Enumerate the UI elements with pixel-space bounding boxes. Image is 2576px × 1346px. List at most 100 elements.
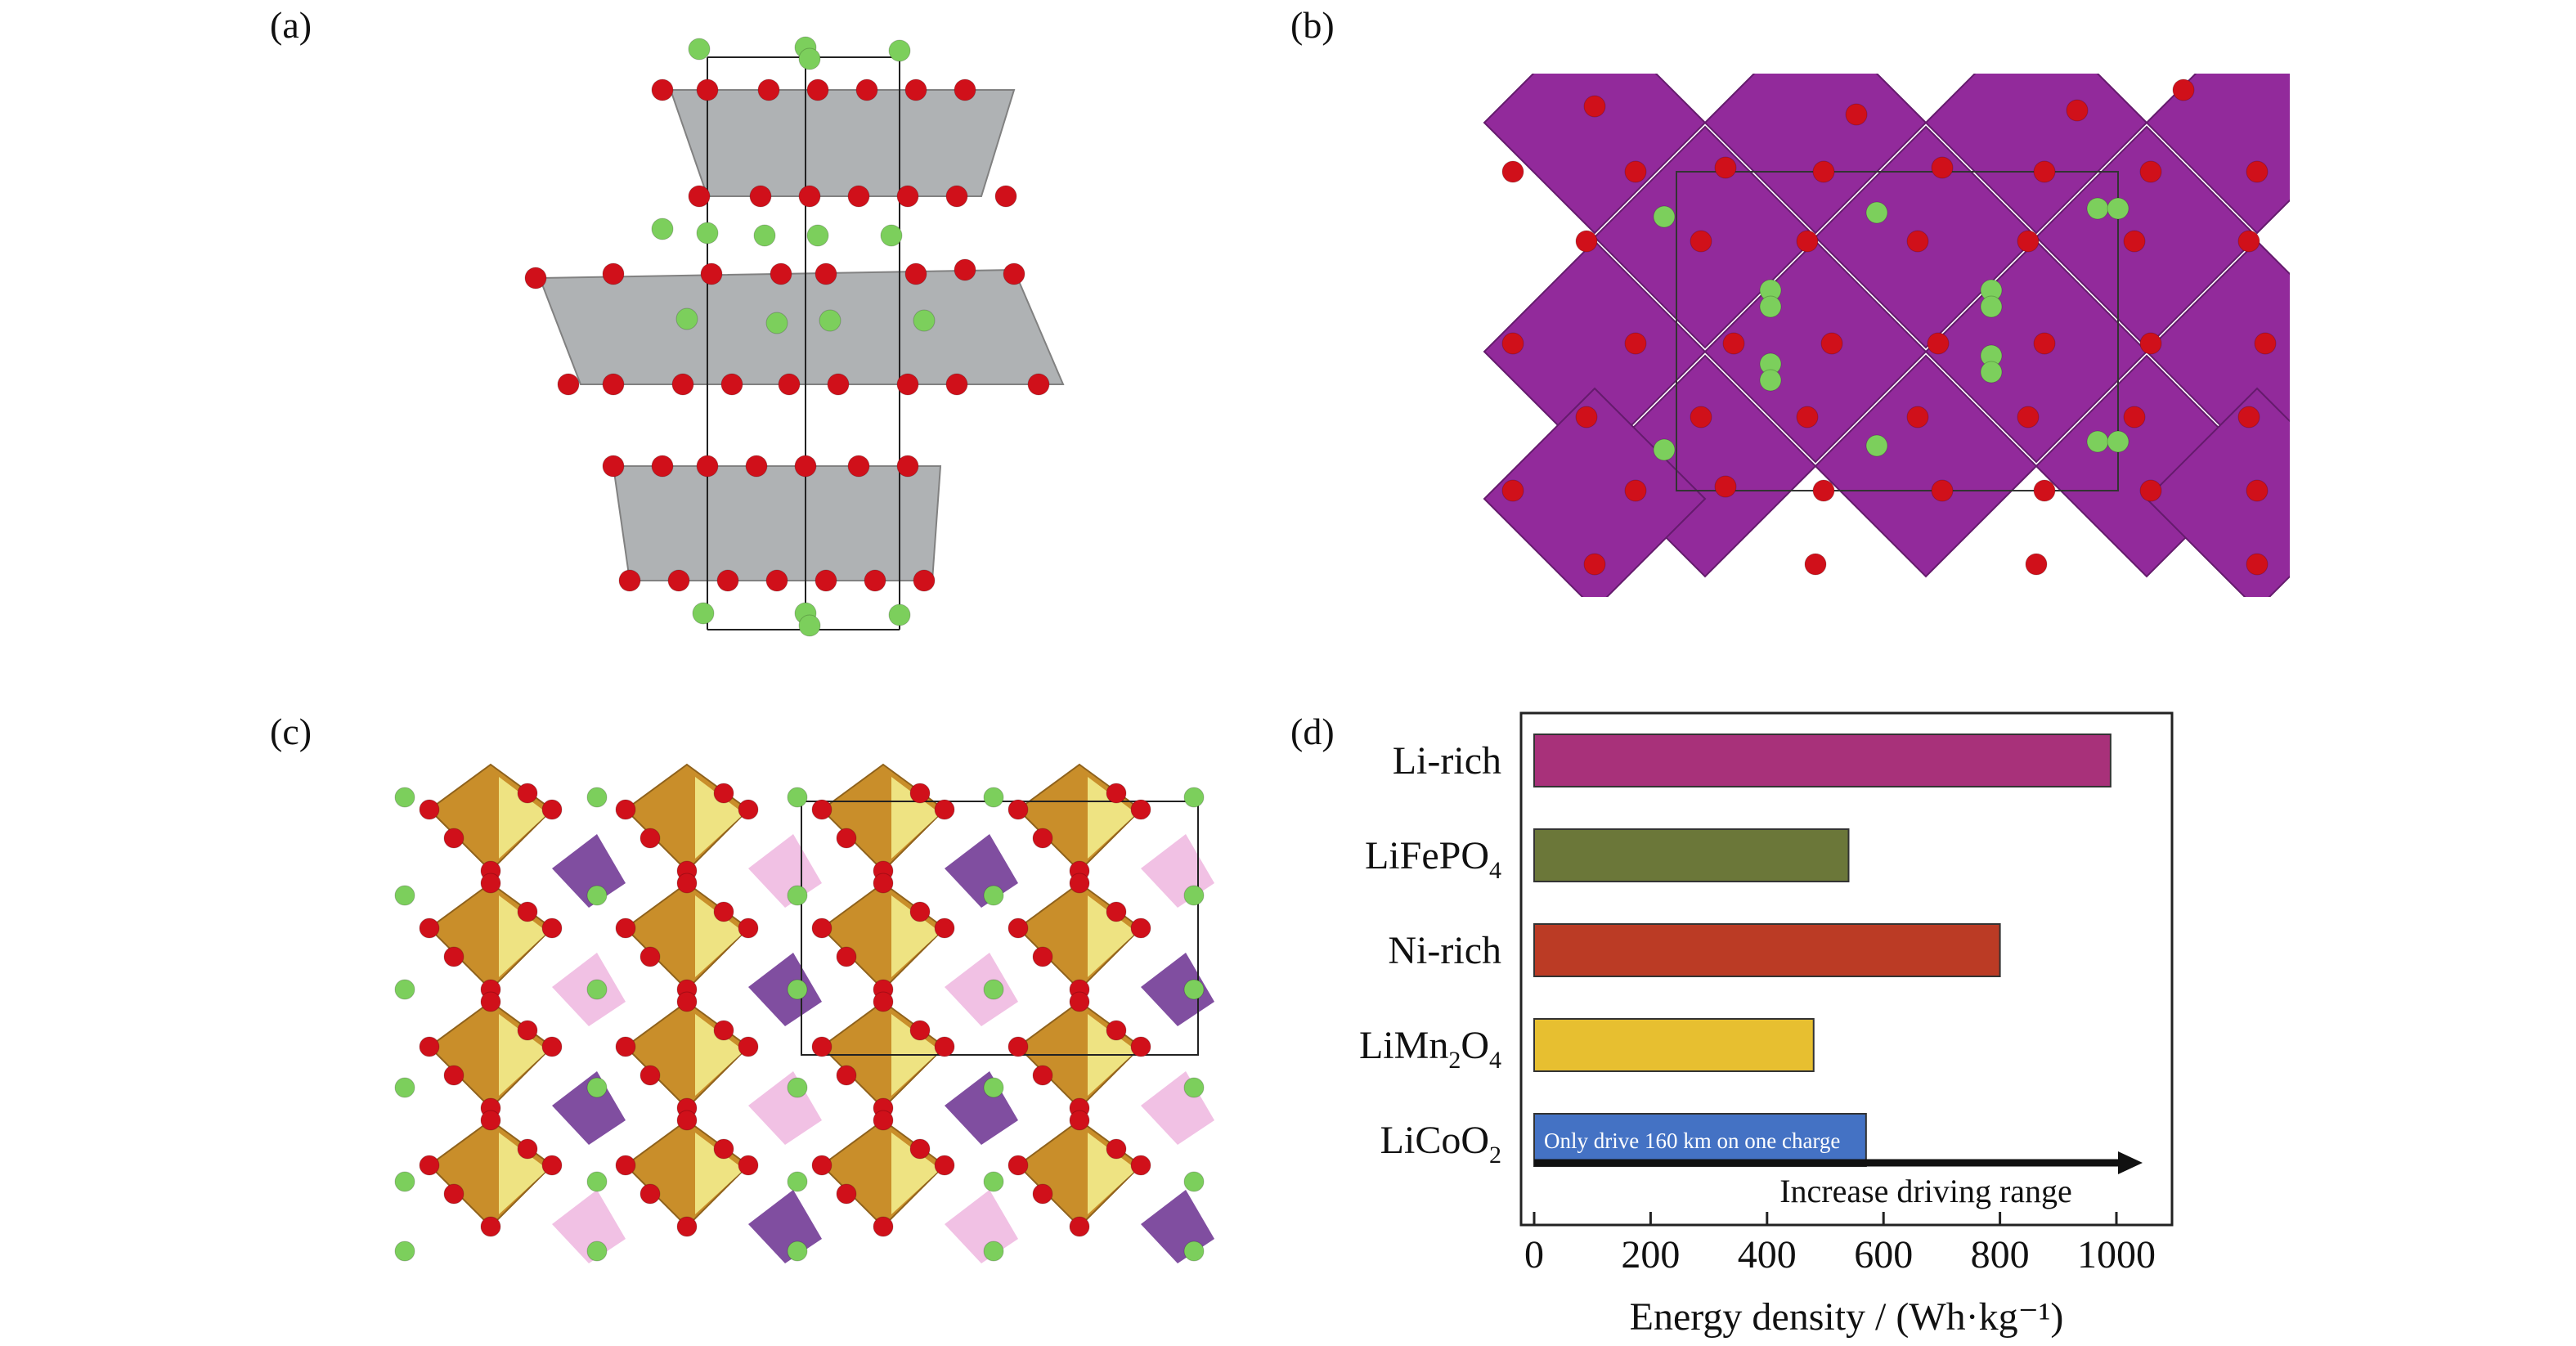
oxygen-atom <box>541 918 563 939</box>
olivine-structure-panel <box>376 760 1235 1284</box>
mno6-octahedron <box>1483 387 1707 597</box>
oxygen-atom <box>836 1065 857 1086</box>
oxygen-atom <box>778 373 801 396</box>
oxygen-atom <box>896 455 919 478</box>
lithium-atom <box>394 787 415 808</box>
oxygen-atoms <box>1501 79 2277 576</box>
lithium-atom <box>586 1171 608 1192</box>
oxygen-atom <box>2172 79 2195 101</box>
lithium-atom <box>2107 430 2129 453</box>
oxygen-atom <box>794 455 817 478</box>
oxygen-atom <box>1690 406 1712 428</box>
oxygen-atom <box>676 1110 698 1131</box>
oxygen-atom <box>688 185 711 208</box>
oxygen-atom <box>640 828 661 849</box>
oxygen-atom <box>745 455 768 478</box>
lithium-atom <box>1183 1077 1205 1098</box>
octahedron-face <box>1088 1133 1137 1214</box>
oxygen-atom <box>1820 332 1843 355</box>
oxygen-atom <box>443 828 464 849</box>
oxygen-atom <box>1130 918 1151 939</box>
oxygen-atom <box>1690 230 1712 253</box>
lithium-atom <box>787 885 808 906</box>
oxygen-atom <box>419 1036 440 1057</box>
oxygen-atom <box>738 1036 759 1057</box>
oxygen-atom <box>896 185 919 208</box>
oxygen-atom <box>602 373 625 396</box>
oxygen-atom <box>517 901 538 922</box>
oxygen-atom <box>541 1036 563 1057</box>
oxygen-atom <box>2139 160 2162 183</box>
oxygen-atom <box>2246 479 2269 502</box>
oxygen-atom <box>1008 918 1029 939</box>
oxygen-atom <box>419 918 440 939</box>
oxygen-atom <box>1130 799 1151 820</box>
olivine-structure-image <box>394 763 1214 1263</box>
driving-range-arrow <box>1534 1151 2143 1174</box>
oxygen-atom <box>934 1036 955 1057</box>
lithium-atoms <box>394 787 1205 1262</box>
panel-label-a: (a) <box>270 4 312 46</box>
oxygen-atom <box>517 783 538 804</box>
energy-density-chart-svg: Li-rich LiFePO4 Ni-rich LiMn2O4 LiCoO2 0 200 4… <box>1359 711 2174 1339</box>
lithium-atom <box>1653 438 1676 461</box>
oxygen-atom <box>676 1216 698 1237</box>
oxygen-atom <box>541 799 563 820</box>
mno6-octahedron <box>1703 74 1928 235</box>
lithium-atom <box>586 979 608 1000</box>
oxygen-atom <box>1069 1110 1090 1131</box>
oxygen-atom <box>2033 332 2056 355</box>
oxygen-atom <box>873 1110 894 1131</box>
oxygen-atom <box>713 1138 734 1160</box>
oxygen-atom <box>904 79 927 101</box>
oxygen-atom <box>738 918 759 939</box>
oxygen-atom <box>443 946 464 967</box>
oxygen-atom <box>945 373 968 396</box>
oxygen-atom <box>1624 160 1647 183</box>
oxygen-atom <box>770 262 792 285</box>
oxygen-atom <box>1106 783 1127 804</box>
oxygen-atom <box>676 873 698 894</box>
oxygen-atom <box>640 946 661 967</box>
x-tick-label: 200 <box>1621 1233 1680 1276</box>
oxygen-atom <box>2066 99 2089 122</box>
oxygen-atom <box>2237 230 2260 253</box>
po4-tetrahedron <box>748 953 822 1026</box>
panel-label-c: (c) <box>270 711 312 752</box>
oxygen-atom <box>1931 156 1954 179</box>
oxygen-atom <box>1008 799 1029 820</box>
octahedron-face <box>891 1133 940 1214</box>
lithium-atom <box>586 1241 608 1262</box>
po4-tetrahedron <box>945 953 1018 1026</box>
oxygen-atom <box>811 918 832 939</box>
oxygen-atom <box>1032 1183 1053 1205</box>
octahedron-face <box>891 777 940 859</box>
oxygen-atom <box>1501 479 1524 502</box>
lithium-atom <box>1653 205 1676 228</box>
oxygen-atom <box>2033 160 2056 183</box>
octahedron-face <box>695 1014 744 1096</box>
bar-ni-rich <box>1533 923 2001 977</box>
lithium-atom <box>394 1171 415 1192</box>
category-label: Li-rich <box>1393 739 1501 783</box>
oxygen-atom <box>1714 475 1737 498</box>
mno6-octahedron <box>1924 74 2148 235</box>
x-tick-label: 600 <box>1854 1233 1913 1276</box>
oxygen-atoms <box>419 783 1151 1237</box>
oxygen-atom <box>864 569 886 592</box>
oxygen-atom <box>1130 1155 1151 1176</box>
oxygen-atom <box>1812 160 1835 183</box>
oxygen-atom <box>873 1216 894 1237</box>
bar-lifepo4 <box>1533 828 1850 882</box>
oxygen-atom <box>815 262 837 285</box>
oxygen-atom <box>1624 479 1647 502</box>
lithium-atom <box>787 979 808 1000</box>
lithium-atom <box>1183 979 1205 1000</box>
mno6-octahedron <box>1703 240 1928 464</box>
oxygen-atom <box>480 873 501 894</box>
oxygen-atom <box>480 1216 501 1237</box>
x-axis-label: Energy density / (Wh·kg⁻¹) <box>1630 1295 2064 1339</box>
octahedron-face <box>695 895 744 977</box>
panel-label-d: (d) <box>1290 711 1335 752</box>
oxygen-atom <box>1906 230 1929 253</box>
